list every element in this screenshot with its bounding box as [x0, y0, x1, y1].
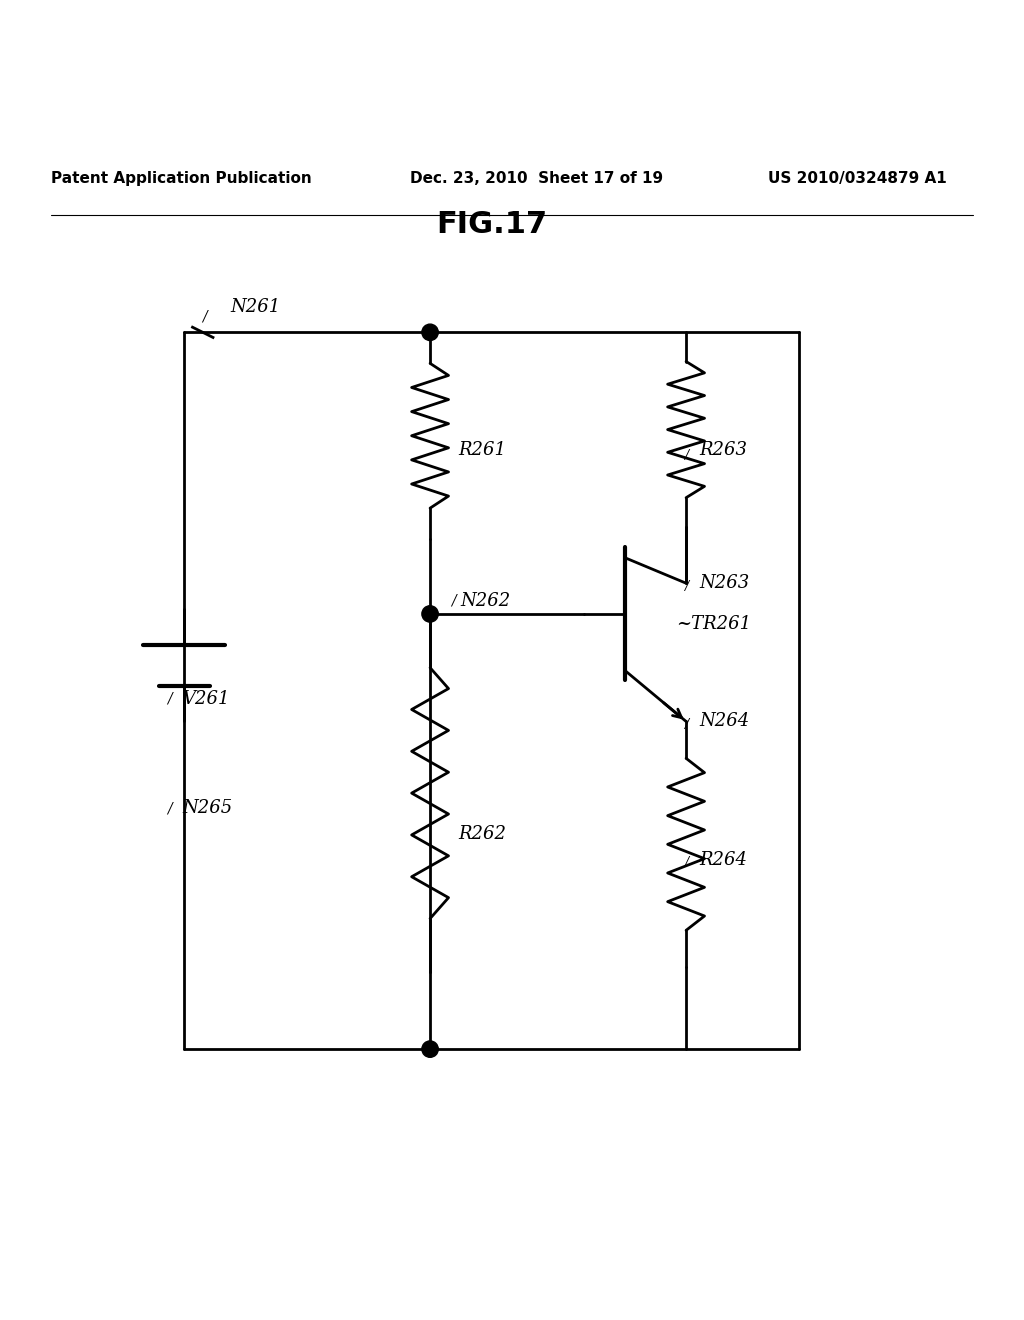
Text: R263: R263: [699, 441, 748, 459]
Text: /: /: [685, 857, 689, 870]
Text: V261: V261: [182, 690, 229, 708]
Text: /: /: [167, 692, 172, 706]
Circle shape: [422, 325, 438, 341]
Text: R262: R262: [459, 825, 507, 843]
Text: N263: N263: [699, 574, 750, 593]
Text: N265: N265: [182, 800, 232, 817]
Text: /: /: [685, 579, 689, 593]
Text: US 2010/0324879 A1: US 2010/0324879 A1: [768, 172, 947, 186]
Text: /: /: [203, 310, 207, 323]
Circle shape: [422, 606, 438, 622]
Text: N264: N264: [699, 713, 750, 730]
Text: N262: N262: [461, 591, 511, 610]
Text: /: /: [685, 449, 689, 462]
Text: R264: R264: [699, 850, 748, 869]
Text: R261: R261: [459, 441, 507, 459]
Text: /: /: [167, 801, 172, 816]
Text: N261: N261: [230, 298, 281, 315]
Text: Dec. 23, 2010  Sheet 17 of 19: Dec. 23, 2010 Sheet 17 of 19: [410, 172, 663, 186]
Text: /: /: [451, 594, 456, 607]
Text: /: /: [685, 718, 689, 731]
Text: FIG.17: FIG.17: [436, 210, 547, 239]
Text: Patent Application Publication: Patent Application Publication: [51, 172, 312, 186]
Circle shape: [422, 1041, 438, 1057]
Text: ~TR261: ~TR261: [676, 615, 751, 634]
